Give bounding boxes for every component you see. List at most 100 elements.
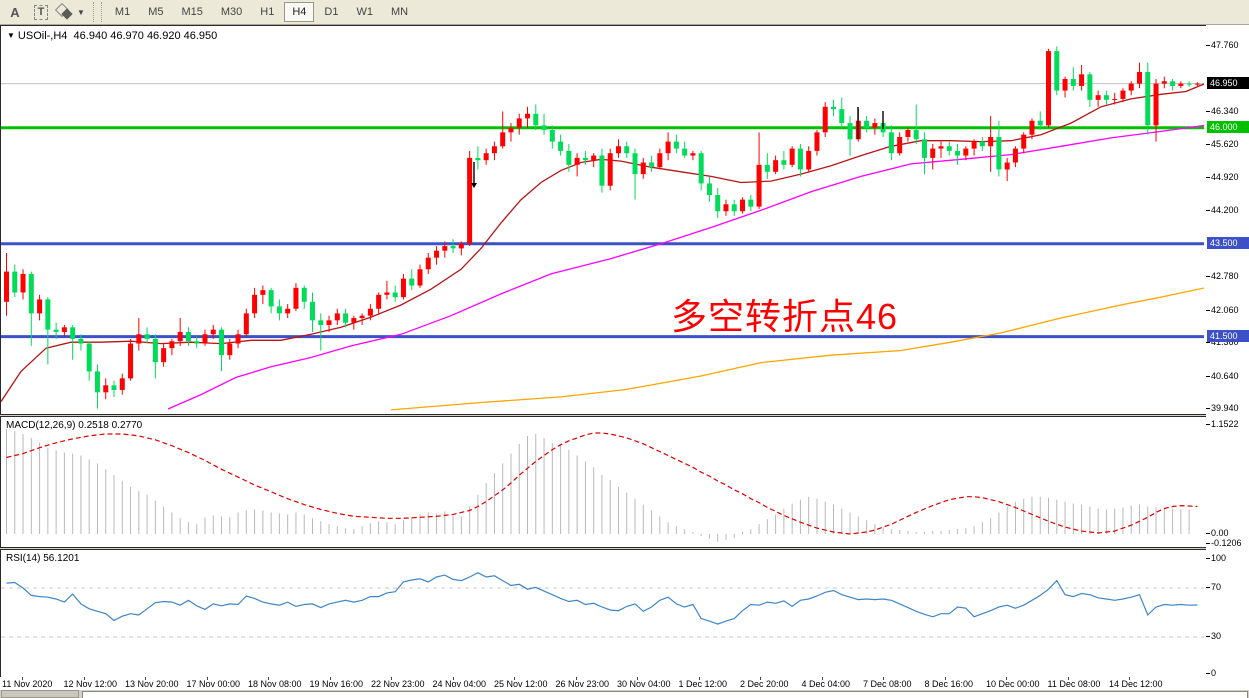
- timeframe-button-m1[interactable]: M1: [114, 6, 131, 18]
- candle: [764, 164, 770, 172]
- candle: [525, 113, 531, 119]
- macd-min-label: -0.1206: [1211, 537, 1242, 548]
- timeframe-button-m30[interactable]: M30: [220, 6, 243, 18]
- candle: [897, 136, 903, 154]
- timeframe-button-h1[interactable]: H1: [260, 6, 275, 18]
- timeframe-button-m15[interactable]: M15: [181, 6, 203, 18]
- candle: [434, 250, 440, 258]
- timeframe-button-d1[interactable]: D1: [324, 6, 339, 18]
- rsi-panel[interactable]: RSI(14) 56.1201: [0, 549, 1207, 678]
- candle: [1136, 71, 1142, 84]
- candle: [409, 278, 415, 286]
- candle: [607, 153, 613, 186]
- date-tick-label: 25 Nov 12:00: [494, 679, 548, 689]
- candle: [185, 331, 191, 342]
- candle: [1004, 162, 1010, 170]
- price-tick-label: 45.620: [1211, 139, 1239, 150]
- scrollbar-thumb[interactable]: [1, 690, 79, 698]
- date-tick-label: 8 Dec 16:00: [924, 679, 974, 689]
- date-axis: 11 Nov 2020 12 Nov 12:00 13 Nov 20:00 17 No…: [0, 677, 1249, 690]
- candle: [227, 343, 233, 356]
- timeframe-button-w1[interactable]: W1: [356, 6, 373, 18]
- candle: [1037, 120, 1043, 126]
- axis-tick-mark: [1206, 424, 1210, 425]
- scrollbar-track[interactable]: [82, 691, 1248, 698]
- axis-tick-mark: [1206, 587, 1210, 588]
- candle: [326, 320, 332, 325]
- price-tick-label: 46.340: [1211, 105, 1239, 116]
- macd-panel[interactable]: MACD(12,26,9) 0.2518 0.2770: [0, 416, 1207, 548]
- candle: [37, 299, 43, 314]
- candle: [1029, 120, 1035, 135]
- candle: [971, 141, 977, 149]
- date-tick-mark: [145, 677, 146, 680]
- price-tick-label: 47.760: [1211, 40, 1239, 50]
- rsi-70-label: 70: [1211, 582, 1222, 592]
- candle: [665, 141, 671, 154]
- candlestick-chart: [1, 46, 1204, 411]
- candle: [781, 160, 787, 165]
- axis-tick-mark: [1206, 144, 1210, 146]
- candle: [508, 127, 514, 133]
- axis-tick-mark: [1206, 533, 1210, 534]
- candle: [103, 385, 109, 393]
- main-chart-panel[interactable]: ▼ USOil-,H4 46.940 46.970 46.920 46.950 多…: [0, 25, 1207, 415]
- macd-max-label: 1.1522: [1211, 419, 1239, 429]
- rsi-0-label: 0: [1211, 667, 1217, 678]
- toolbar: A T ▼ M1 M5 M15 M30 H1 H4 D1 W1 MN: [0, 0, 1249, 25]
- price-tick-label: 44.920: [1211, 171, 1239, 182]
- axis-tick-mark: [1206, 408, 1210, 409]
- ma-slow: [390, 287, 1204, 411]
- candle: [690, 153, 696, 156]
- axis-tick-mark: [1206, 375, 1210, 377]
- rsi-100-label: 100: [1211, 553, 1227, 563]
- candle: [119, 378, 125, 390]
- date-tick-mark: [83, 677, 85, 680]
- timeframe-button-mn[interactable]: MN: [390, 6, 409, 18]
- date-tick-mark: [329, 677, 331, 680]
- axis-tick-mark: [1206, 210, 1210, 212]
- candle: [723, 204, 729, 212]
- candle: [1087, 74, 1093, 100]
- candle: [905, 130, 911, 137]
- candle: [930, 148, 936, 158]
- candle: [210, 329, 216, 335]
- candle: [549, 130, 555, 142]
- date-tick-label: 11 Nov 2020: [2, 679, 53, 689]
- candle: [888, 132, 894, 154]
- candle: [450, 246, 456, 249]
- timeframe-button-m5[interactable]: M5: [148, 6, 164, 18]
- axis-tick-mark: [1206, 45, 1210, 46]
- timeframe-button-h4[interactable]: H4: [284, 2, 315, 22]
- cursor-tool-button[interactable]: A: [4, 2, 26, 22]
- candle: [458, 243, 464, 249]
- candle: [86, 343, 92, 372]
- candle: [740, 199, 746, 212]
- candle: [285, 308, 291, 314]
- candle: [177, 331, 183, 342]
- candle: [955, 150, 961, 156]
- candle: [913, 130, 919, 140]
- date-tick-label: 10 Dec 00:00: [986, 679, 1040, 689]
- price-tick-label: 42.780: [1211, 271, 1239, 282]
- candle: [649, 162, 655, 168]
- shapes-tool-button[interactable]: ▼: [54, 2, 85, 22]
- axis-tick-mark: [1206, 276, 1210, 278]
- candle: [566, 150, 572, 165]
- date-tick-mark: [575, 677, 577, 680]
- triangle-down-icon: ▼: [7, 31, 15, 40]
- candle: [1178, 83, 1184, 86]
- candle: [872, 123, 878, 128]
- candle: [1079, 74, 1085, 86]
- candle: [682, 148, 688, 156]
- price-badge-46.950: 46.950: [1207, 76, 1249, 89]
- macd-label: MACD(12,26,9) 0.2518 0.2770: [6, 420, 143, 431]
- chart-annotation-text[interactable]: 多空转折点46: [671, 296, 899, 337]
- candle: [53, 329, 59, 332]
- text-label-tool-button[interactable]: T: [30, 2, 52, 22]
- candle: [921, 139, 927, 158]
- date-tick-mark: [22, 677, 23, 680]
- candle: [20, 273, 26, 293]
- date-tick-label: 30 Nov 04:00: [617, 679, 671, 689]
- candle: [144, 334, 150, 339]
